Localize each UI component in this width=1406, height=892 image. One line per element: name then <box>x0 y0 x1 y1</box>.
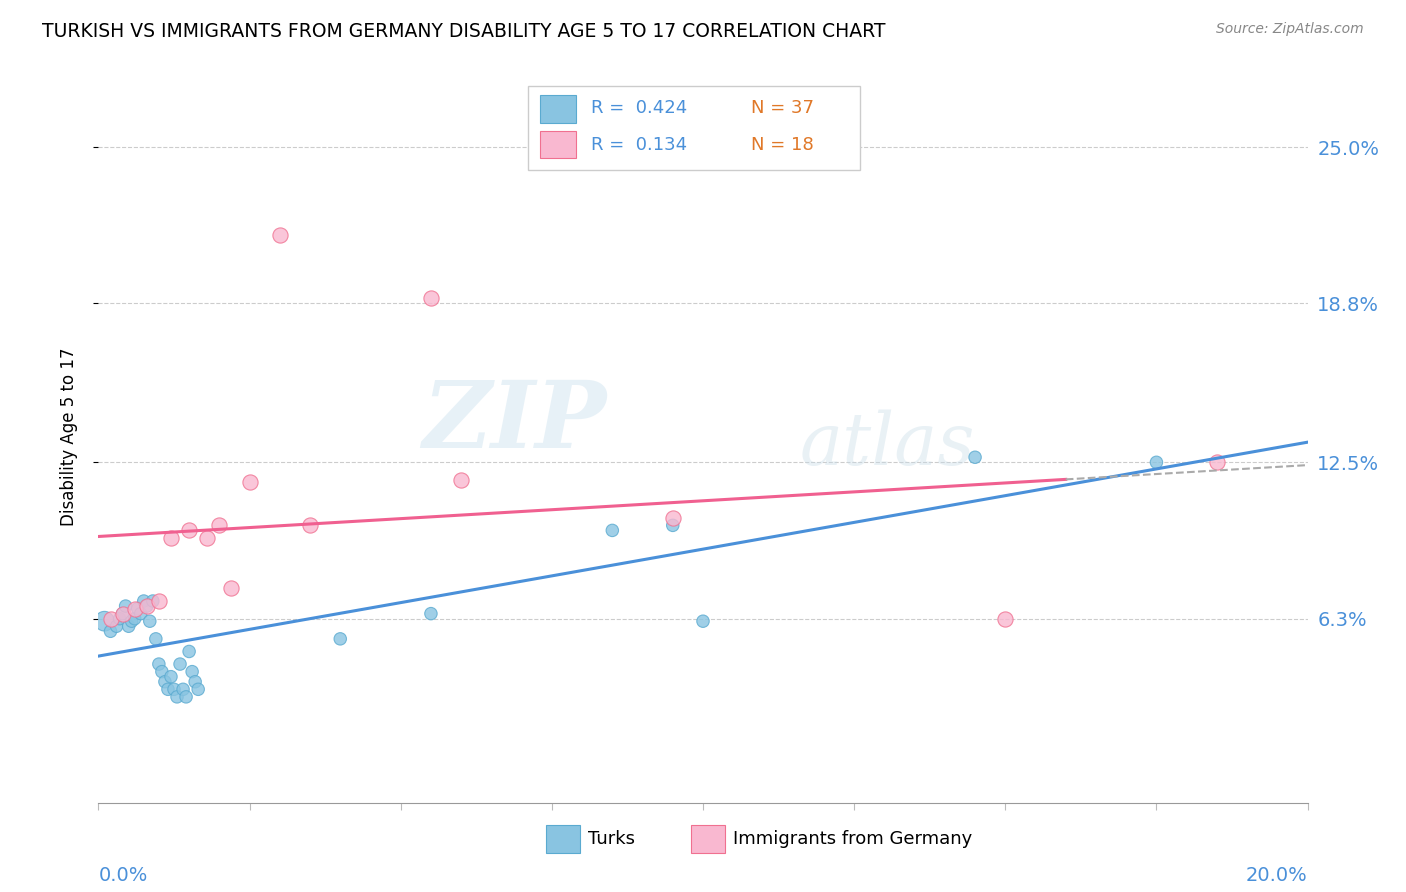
Bar <box>546 825 579 853</box>
Point <box>172 682 194 697</box>
Point <box>420 607 443 621</box>
Point <box>108 612 131 626</box>
Point <box>163 682 186 697</box>
Point <box>148 594 170 608</box>
Point <box>100 624 122 639</box>
Point <box>124 612 146 626</box>
Point <box>994 612 1017 626</box>
Point <box>187 682 209 697</box>
Y-axis label: Disability Age 5 to 17: Disability Age 5 to 17 <box>59 348 77 526</box>
Point <box>124 601 146 615</box>
Point <box>239 475 262 490</box>
Point <box>661 518 683 533</box>
Point <box>129 607 152 621</box>
Text: 0.0%: 0.0% <box>98 866 148 885</box>
Point <box>148 657 170 671</box>
Point <box>450 473 472 487</box>
Point <box>142 594 165 608</box>
Point <box>139 614 162 628</box>
Point <box>111 607 134 621</box>
Point <box>329 632 352 646</box>
Point <box>179 524 201 538</box>
Point <box>153 674 176 689</box>
Point <box>602 524 624 538</box>
Point <box>692 614 714 628</box>
Point <box>135 599 157 613</box>
Text: Immigrants from Germany: Immigrants from Germany <box>734 830 973 847</box>
Text: ZIP: ZIP <box>422 377 606 467</box>
Point <box>208 518 231 533</box>
Point <box>93 614 115 628</box>
Text: 20.0%: 20.0% <box>1246 866 1308 885</box>
Point <box>1146 455 1168 469</box>
Text: N = 37: N = 37 <box>751 99 814 117</box>
Bar <box>540 130 576 159</box>
Point <box>269 228 291 243</box>
Point <box>145 632 167 646</box>
Point <box>299 518 322 533</box>
Point <box>156 682 179 697</box>
Point <box>166 690 188 704</box>
Point <box>105 619 128 633</box>
Text: Turks: Turks <box>588 830 636 847</box>
Point <box>181 665 204 679</box>
Bar <box>540 95 576 122</box>
Text: N = 18: N = 18 <box>751 136 814 153</box>
Text: atlas: atlas <box>800 409 976 480</box>
Text: R =  0.134: R = 0.134 <box>591 136 686 153</box>
Point <box>1206 455 1229 469</box>
Point <box>127 601 149 615</box>
Point <box>169 657 191 671</box>
Point <box>965 450 987 465</box>
Point <box>150 665 173 679</box>
Point <box>132 594 155 608</box>
Text: R =  0.424: R = 0.424 <box>591 99 686 117</box>
Point <box>121 614 143 628</box>
Point <box>195 531 218 545</box>
Point <box>174 690 197 704</box>
Point <box>118 619 141 633</box>
Point <box>221 582 243 596</box>
Point <box>420 291 443 305</box>
Text: Source: ZipAtlas.com: Source: ZipAtlas.com <box>1216 22 1364 37</box>
Point <box>135 599 157 613</box>
Point <box>114 599 136 613</box>
FancyBboxPatch shape <box>527 86 860 170</box>
Point <box>160 670 183 684</box>
Bar <box>690 825 724 853</box>
Point <box>184 674 207 689</box>
Point <box>160 531 183 545</box>
Point <box>100 612 122 626</box>
Point <box>179 644 201 658</box>
Point <box>111 607 134 621</box>
Point <box>661 510 683 524</box>
Text: TURKISH VS IMMIGRANTS FROM GERMANY DISABILITY AGE 5 TO 17 CORRELATION CHART: TURKISH VS IMMIGRANTS FROM GERMANY DISAB… <box>42 22 886 41</box>
